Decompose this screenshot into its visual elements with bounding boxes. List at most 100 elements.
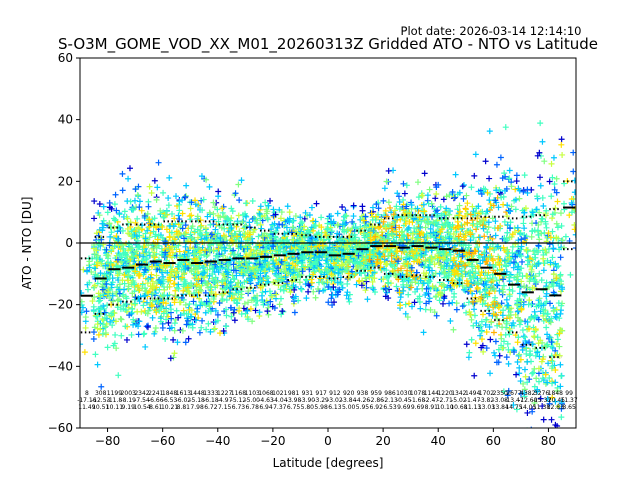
data-point: [408, 279, 415, 286]
data-point: [516, 364, 523, 371]
data-point: [401, 190, 408, 197]
data-point: [99, 220, 106, 227]
data-point: [423, 285, 430, 292]
data-point: [175, 273, 182, 280]
data-point: [111, 243, 118, 250]
data-point: [173, 193, 180, 200]
data-point: [206, 209, 213, 216]
data-point: [343, 292, 350, 299]
data-point: [238, 291, 245, 298]
data-point: [182, 193, 189, 200]
data-point: [232, 190, 239, 197]
data-point: [179, 274, 186, 281]
data-point: [477, 260, 484, 267]
data-point: [271, 305, 278, 312]
data-point: [218, 291, 225, 298]
data-point: [557, 361, 564, 368]
data-point: [515, 334, 522, 341]
bin-stat: 1144: [424, 390, 439, 397]
data-point: [499, 312, 506, 319]
data-point: [391, 218, 398, 225]
data-point: [455, 275, 462, 282]
data-point: [404, 260, 411, 267]
data-point: [182, 263, 189, 270]
data-point: [223, 312, 230, 319]
data-point: [165, 195, 172, 202]
data-point: [494, 243, 501, 250]
data-point: [480, 225, 487, 232]
data-point: [346, 257, 353, 264]
data-point: [190, 298, 197, 305]
data-point: [286, 266, 293, 273]
data-point: [432, 293, 439, 300]
bin-stat: 1168: [231, 390, 246, 397]
data-point: [469, 298, 476, 305]
data-point: [395, 193, 402, 200]
data-point: [494, 282, 501, 289]
data-point: [532, 352, 539, 359]
bin-stat: -0.45: [396, 397, 412, 404]
data-point: [397, 294, 404, 301]
data-point: [541, 158, 548, 165]
data-point: [168, 229, 175, 236]
data-point: [366, 274, 373, 281]
data-point: [459, 253, 466, 260]
data-point: [535, 316, 542, 323]
bin-stat: 3276: [534, 390, 549, 397]
data-point: [126, 241, 133, 248]
data-point: [134, 215, 141, 222]
data-point: [240, 218, 247, 225]
data-point: [524, 248, 531, 255]
data-point: [505, 250, 512, 257]
data-point: [486, 128, 493, 135]
data-point: [245, 288, 252, 295]
data-point: [297, 285, 304, 292]
data-point: [125, 230, 132, 237]
data-point: [500, 282, 507, 289]
data-point: [347, 240, 354, 247]
bin-stat: -5.18: [189, 397, 205, 404]
data-point: [101, 309, 108, 316]
data-point: [202, 224, 209, 231]
data-point: [193, 308, 200, 315]
bin-stat: -6.53: [162, 397, 178, 404]
data-point: [115, 286, 122, 293]
data-point: [223, 306, 230, 313]
data-point: [520, 341, 527, 348]
data-point: [513, 371, 520, 378]
data-point: [253, 217, 260, 224]
data-point: [284, 216, 291, 223]
data-point: [326, 244, 333, 251]
data-point: [216, 251, 223, 258]
data-point: [201, 269, 208, 276]
plot-date: Plot date: 2026-03-14 12:14:10: [401, 24, 582, 38]
data-point: [179, 327, 186, 334]
data-point: [263, 210, 270, 217]
data-point: [97, 270, 104, 277]
data-point: [82, 314, 89, 321]
data-point: [279, 308, 286, 315]
data-point: [118, 332, 125, 339]
data-point: [286, 262, 293, 269]
data-point: [153, 224, 160, 231]
data-point: [299, 245, 306, 252]
data-point: [190, 290, 197, 297]
data-point: [214, 311, 221, 318]
data-point: [182, 339, 189, 346]
data-point: [169, 266, 176, 273]
data-point: [160, 189, 167, 196]
data-point: [444, 241, 451, 248]
data-point: [505, 360, 512, 367]
data-point: [325, 267, 332, 274]
data-point: [176, 207, 183, 214]
data-point: [327, 248, 334, 255]
data-point: [479, 257, 486, 264]
data-point: [445, 272, 452, 279]
data-point: [536, 149, 543, 156]
data-point: [402, 220, 409, 227]
data-point: [405, 291, 412, 298]
data-point: [505, 346, 512, 353]
data-point: [196, 249, 203, 256]
data-point: [121, 208, 128, 215]
data-point: [218, 245, 225, 252]
